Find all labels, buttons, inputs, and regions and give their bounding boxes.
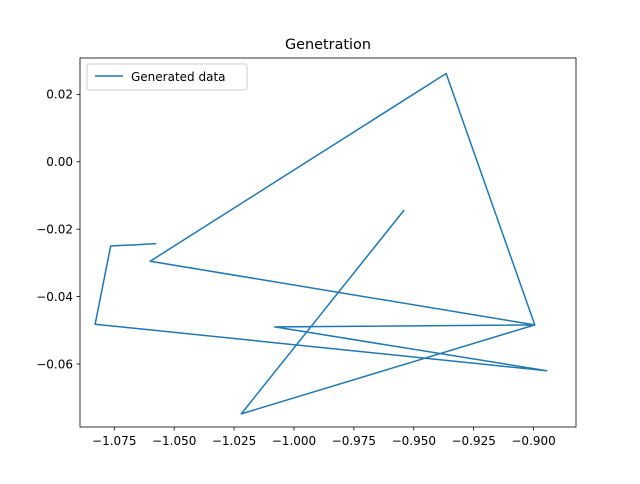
chart-title: Genetration bbox=[285, 37, 371, 53]
x-tick-label: −0.925 bbox=[451, 434, 495, 448]
x-tick-label: −0.975 bbox=[332, 434, 376, 448]
x-axis: −1.075 −1.050 −1.025 −1.000 −0.975 −0.950 −0.9… bbox=[92, 427, 556, 448]
x-tick-label: −1.000 bbox=[272, 434, 316, 448]
y-tick-label: −0.02 bbox=[36, 222, 73, 236]
y-axis: −0.06 −0.04 −0.02 0.00 0.02 bbox=[36, 88, 80, 371]
x-tick-label: −0.900 bbox=[511, 434, 555, 448]
x-tick-label: −0.950 bbox=[392, 434, 436, 448]
legend-frame bbox=[86, 63, 248, 91]
legend-label: Generated data bbox=[131, 70, 226, 84]
y-tick-label: −0.04 bbox=[36, 290, 73, 304]
plot-frame bbox=[79, 57, 577, 428]
x-tick-label: −1.025 bbox=[212, 434, 256, 448]
y-tick-label: 0.00 bbox=[46, 155, 73, 169]
series-layer bbox=[94, 72, 548, 415]
x-tick-label: −1.050 bbox=[152, 434, 196, 448]
y-tick-label: 0.02 bbox=[46, 88, 73, 102]
legend: Generated data bbox=[86, 63, 248, 91]
x-tick-label: −1.075 bbox=[92, 434, 136, 448]
y-tick-label: −0.06 bbox=[36, 357, 73, 371]
series-line-0 bbox=[94, 72, 548, 415]
plot-background bbox=[80, 58, 576, 427]
